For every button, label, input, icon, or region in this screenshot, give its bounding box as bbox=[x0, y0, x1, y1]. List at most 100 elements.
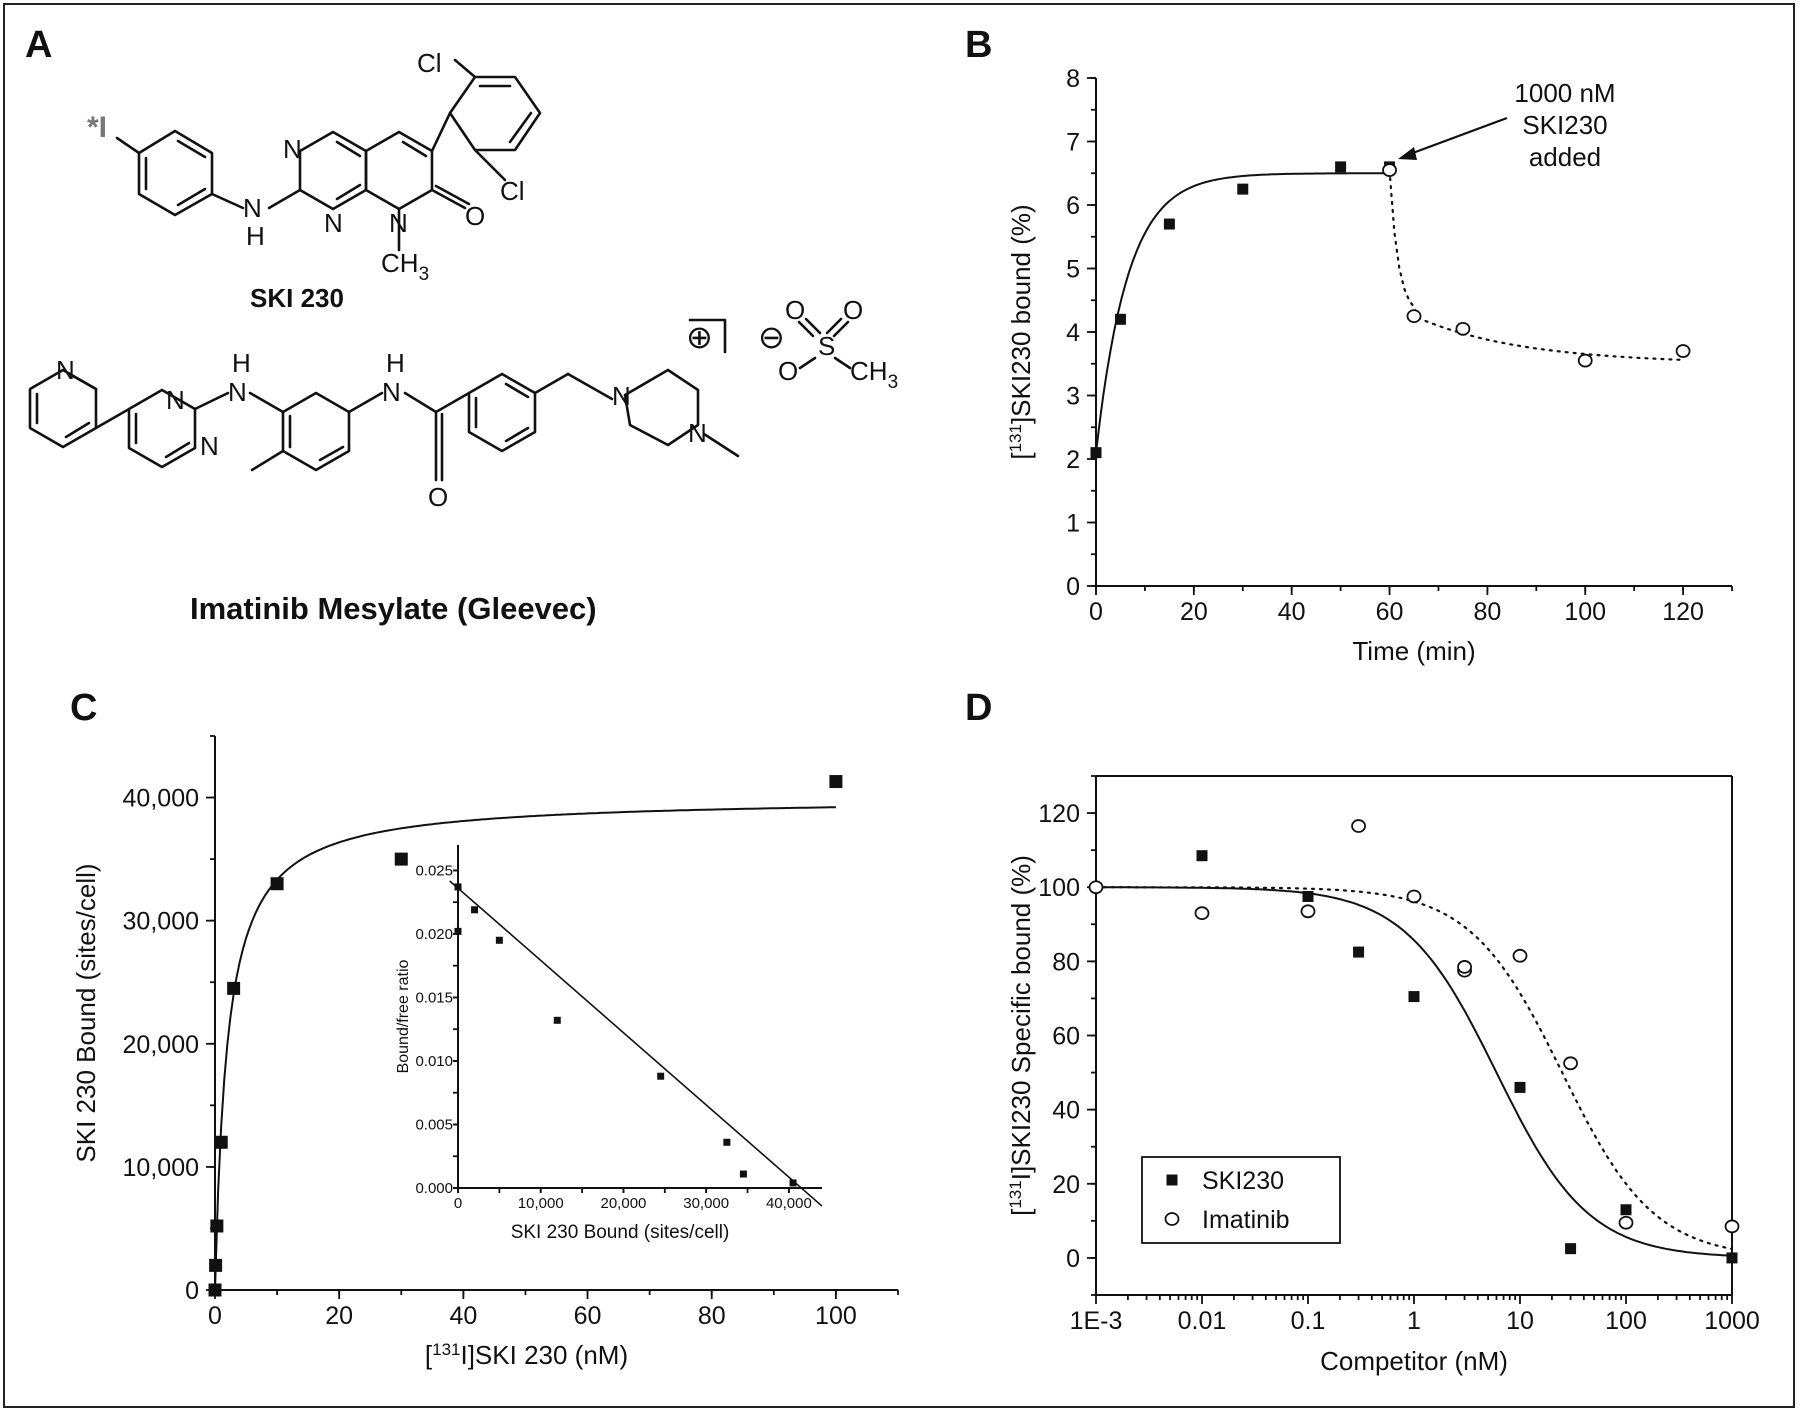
data-point-square bbox=[1114, 313, 1126, 325]
x-tick-label: 0 bbox=[208, 1302, 222, 1330]
imatinib-name: Imatinib Mesylate (Gleevec) bbox=[190, 591, 597, 626]
piperazine-n1-label: N bbox=[612, 381, 631, 411]
n2-label: N bbox=[324, 208, 343, 238]
x-tick-label: 0.01 bbox=[1178, 1307, 1227, 1335]
pyridone-ring bbox=[364, 130, 434, 211]
panel-c-fit-line bbox=[214, 806, 836, 1291]
legend-box bbox=[1141, 1156, 1341, 1244]
data-point-circle bbox=[1351, 819, 1366, 833]
pyridine-n-label: N bbox=[56, 355, 75, 385]
mesylate-o2-label: O bbox=[843, 295, 863, 325]
data-point-circle bbox=[1382, 163, 1397, 177]
nh-h-label: H bbox=[246, 221, 265, 251]
y-tick-label: 0 bbox=[185, 1277, 199, 1305]
mesylate-ch3-label: CH3 bbox=[850, 356, 898, 393]
data-point-square bbox=[829, 775, 843, 789]
panel-d: D 1E-3 0.01 0.1 1 10 100 1000 0 20 40 60 80 100 120[1… bbox=[965, 687, 1760, 1376]
x-tick-label: 40,000 bbox=[766, 1195, 812, 1212]
iodine-label: *I bbox=[87, 111, 107, 144]
figure-border bbox=[3, 3, 1795, 1408]
inset-axes: 0 10,000 20,000 30,000 40,000 0.000 0.005 0.010… bbox=[395, 845, 822, 1243]
data-point-circle bbox=[1457, 960, 1472, 974]
mesylate-s-label: S bbox=[818, 331, 835, 361]
y-axis-title: [131]SKI230 bound (%) bbox=[1006, 204, 1036, 459]
x-axis-title: [131I]SKI 230 (nM) bbox=[425, 1340, 628, 1370]
nh1-n-label: N bbox=[228, 377, 247, 407]
inset-y-axis-title: Bound/free ratio bbox=[395, 959, 412, 1073]
data-point-square bbox=[1163, 218, 1175, 230]
panel-letter-c: C bbox=[70, 687, 97, 729]
y-tick-label: 0.005 bbox=[415, 1116, 453, 1133]
panel-d-legend: SKI230 Imatinib bbox=[1141, 1156, 1341, 1244]
plus-charge-icon: ⊕ bbox=[686, 319, 713, 355]
y-tick-label: 60 bbox=[1052, 1023, 1080, 1051]
x-axis-title: Time (min) bbox=[1352, 636, 1475, 666]
data-point-square bbox=[270, 877, 284, 891]
data-point-circle bbox=[1164, 1212, 1180, 1226]
panel-b-axes: 0 20 40 60 80 100 120 0 1 2 3 4 5 6 7 8 [131]SKI230 boun… bbox=[1006, 65, 1733, 666]
legend-label-ski230: SKI230 bbox=[1202, 1167, 1284, 1195]
y-tick-label: 4 bbox=[1066, 319, 1080, 347]
data-point-circle bbox=[1455, 321, 1471, 336]
y-tick-label: 1 bbox=[1066, 510, 1080, 538]
x-tick-label: 40 bbox=[449, 1302, 477, 1330]
mesylate-o3-label: O bbox=[778, 356, 798, 386]
y-tick-label: 20 bbox=[1052, 1171, 1080, 1199]
panel-c: C 0 20 40 60 80 100 0 10,000 20,000 30,000 40,000 S… bbox=[70, 687, 899, 1370]
data-point-square bbox=[553, 1016, 561, 1024]
data-point-square bbox=[1620, 1204, 1632, 1216]
panel-b-annotation: 1000 nM SKI230 added bbox=[1398, 78, 1616, 172]
y-tick-label: 7 bbox=[1066, 129, 1080, 157]
inset-data-points bbox=[454, 883, 797, 1187]
data-point-square bbox=[454, 883, 462, 891]
x-tick-label: 100 bbox=[815, 1302, 857, 1330]
y-tick-label: 0.025 bbox=[415, 862, 453, 879]
pyrimidine-n1-label: N bbox=[166, 385, 185, 415]
data-point-square bbox=[1090, 447, 1102, 459]
panel-b: B 0 20 40 60 80 100 120 0 1 2 3 4 5 6 7 8 [131]SKI230 bo… bbox=[965, 24, 1733, 666]
data-point-square bbox=[210, 1219, 224, 1233]
minus-charge-icon: ⊖ bbox=[758, 319, 785, 355]
data-point-circle bbox=[1194, 906, 1210, 921]
charge-bracket bbox=[688, 318, 727, 354]
y-tick-label: 30,000 bbox=[123, 908, 199, 936]
panel-d-data-points bbox=[1088, 819, 1740, 1264]
pyrimidine-ring bbox=[298, 130, 368, 211]
aminopyrimidine-ring bbox=[127, 388, 197, 469]
n3-label: N bbox=[389, 208, 408, 238]
data-point-square bbox=[471, 906, 479, 914]
y-tick-label: 3 bbox=[1066, 383, 1080, 411]
data-point-square bbox=[1514, 1081, 1526, 1093]
annotation-line-2: SKI230 bbox=[1522, 110, 1607, 140]
benzyl-ring bbox=[467, 372, 537, 453]
data-point-square bbox=[1408, 991, 1420, 1003]
x-tick-label: 20 bbox=[1180, 598, 1208, 626]
y-tick-label: 0.010 bbox=[415, 1053, 453, 1070]
pyrimidine-n2-label: N bbox=[200, 431, 219, 461]
association-fit-curve bbox=[1095, 172, 1390, 453]
y-tick-label: 0.020 bbox=[415, 926, 453, 943]
y-tick-label: 8 bbox=[1066, 65, 1080, 93]
data-point-circle bbox=[1406, 889, 1422, 904]
y-tick-label: 6 bbox=[1066, 192, 1080, 220]
x-tick-label: 80 bbox=[698, 1302, 726, 1330]
x-tick-label: 100 bbox=[1564, 598, 1606, 626]
ch3-label: CH3 bbox=[381, 248, 429, 285]
x-tick-label: 1 bbox=[1407, 1307, 1421, 1335]
y-axis-title: [131I]SKI230 Specific bound (%) bbox=[1006, 855, 1036, 1216]
y-tick-label: 0 bbox=[1066, 1245, 1080, 1273]
y-tick-label: 10,000 bbox=[123, 1154, 199, 1182]
y-tick-label: 0.000 bbox=[415, 1180, 453, 1197]
data-point-square bbox=[1166, 1174, 1178, 1186]
data-point-circle bbox=[1618, 1215, 1634, 1230]
data-point-square bbox=[454, 927, 462, 935]
data-point-square bbox=[495, 936, 503, 944]
x-tick-label: 0 bbox=[454, 1195, 462, 1212]
data-point-circle bbox=[1577, 353, 1593, 368]
nh2-h-label: H bbox=[386, 348, 405, 378]
nh-n-label: N bbox=[243, 193, 262, 223]
x-tick-label: 80 bbox=[1473, 598, 1501, 626]
data-point-square bbox=[214, 1135, 228, 1149]
data-point-square bbox=[208, 1283, 222, 1297]
